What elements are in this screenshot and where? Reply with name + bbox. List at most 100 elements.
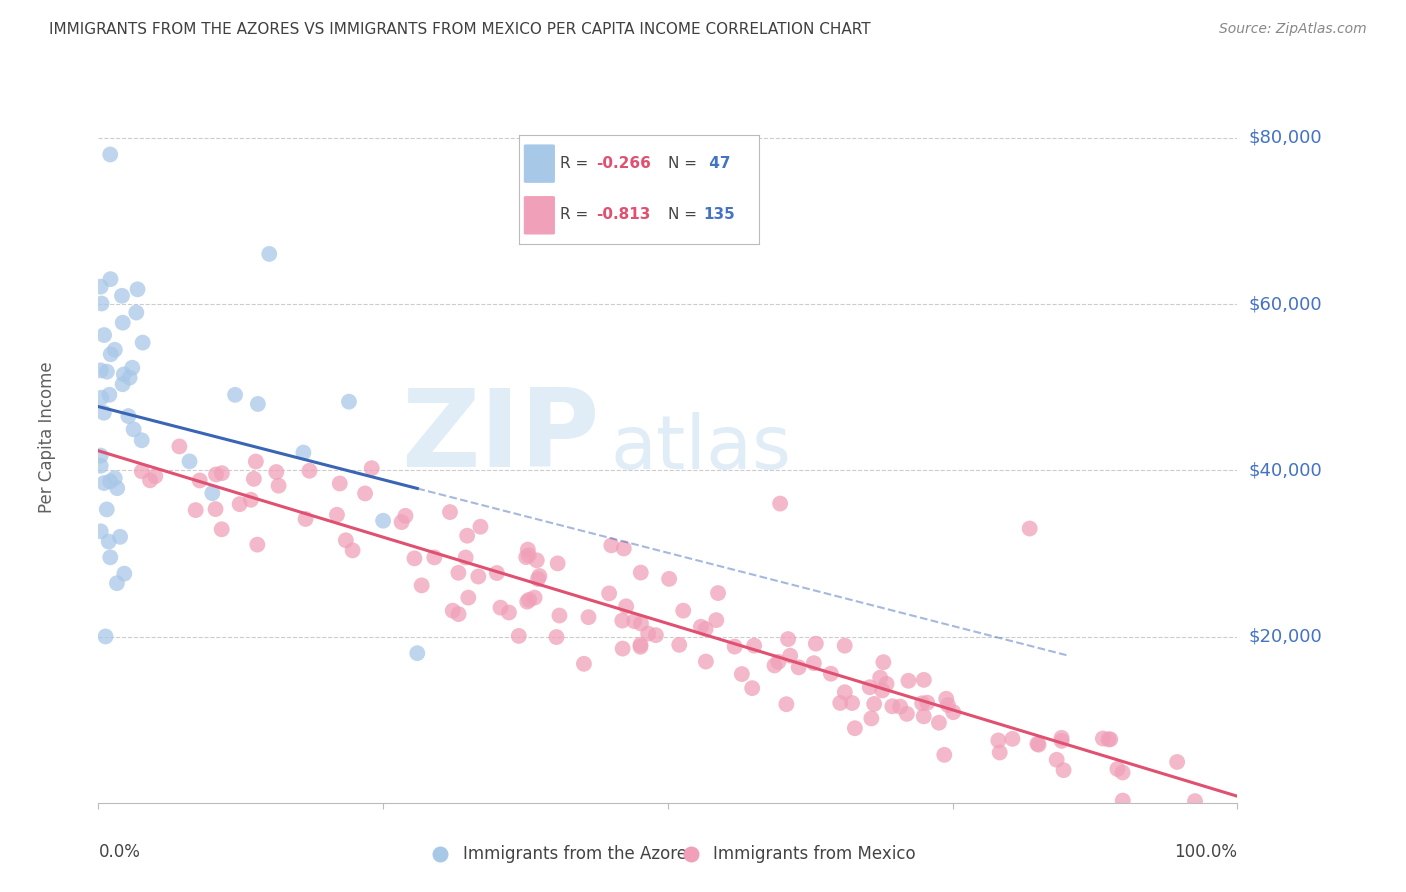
Point <box>139 473 162 487</box>
Point <box>329 476 352 491</box>
Point <box>108 530 131 544</box>
Point <box>360 461 382 475</box>
Point <box>394 508 416 523</box>
Point <box>526 553 548 567</box>
Point <box>769 497 792 511</box>
Point <box>406 646 429 660</box>
Point <box>456 529 478 543</box>
Point <box>690 620 713 634</box>
Point <box>117 409 139 423</box>
Text: N =: N = <box>668 155 702 170</box>
Point <box>515 550 537 565</box>
Point <box>1026 737 1049 751</box>
Point <box>942 705 965 719</box>
Point <box>96 365 118 379</box>
Point <box>122 422 145 436</box>
Point <box>834 685 856 699</box>
Point <box>630 638 652 652</box>
Point <box>1018 521 1040 535</box>
Point <box>354 486 377 500</box>
Point <box>934 747 956 762</box>
Point <box>1001 731 1024 746</box>
Text: Per Capita Income: Per Capita Income <box>38 361 56 513</box>
Point <box>612 641 634 656</box>
Point <box>243 472 266 486</box>
Text: 135: 135 <box>703 207 735 222</box>
Point <box>672 604 695 618</box>
Point <box>668 638 690 652</box>
Point <box>125 305 148 319</box>
Text: 100.0%: 100.0% <box>1174 843 1237 861</box>
Point <box>93 328 115 343</box>
Point <box>337 394 360 409</box>
Text: N =: N = <box>668 207 702 222</box>
Point <box>787 660 810 674</box>
FancyBboxPatch shape <box>524 145 555 183</box>
Text: 0.0%: 0.0% <box>98 843 141 861</box>
Point <box>1052 763 1074 777</box>
Point <box>742 639 765 653</box>
Point <box>259 247 281 261</box>
Point <box>169 439 191 453</box>
Point <box>872 683 894 698</box>
Point <box>97 534 120 549</box>
Point <box>391 515 413 529</box>
Point <box>429 796 451 810</box>
Text: $20,000: $20,000 <box>1249 628 1322 646</box>
Point <box>768 655 790 669</box>
Point <box>803 656 825 670</box>
Point <box>572 657 595 671</box>
Point <box>104 471 127 485</box>
Point <box>917 696 939 710</box>
Point <box>246 538 269 552</box>
Point <box>90 391 112 405</box>
Point <box>98 550 121 565</box>
Point <box>188 474 211 488</box>
Point <box>98 475 121 489</box>
FancyBboxPatch shape <box>524 196 555 235</box>
Text: $60,000: $60,000 <box>1249 295 1322 313</box>
Point <box>775 697 797 711</box>
Point <box>267 479 290 493</box>
Point <box>935 691 957 706</box>
Point <box>93 406 115 420</box>
Point <box>228 497 250 511</box>
Point <box>204 502 226 516</box>
Point <box>184 503 207 517</box>
Point <box>326 508 349 522</box>
Point <box>860 711 883 725</box>
Text: IMMIGRANTS FROM THE AZORES VS IMMIGRANTS FROM MEXICO PER CAPITA INCOME CORRELATI: IMMIGRANTS FROM THE AZORES VS IMMIGRANTS… <box>49 22 870 37</box>
Point <box>876 677 898 691</box>
Point <box>508 629 530 643</box>
Point <box>294 512 316 526</box>
Point <box>292 445 315 459</box>
Point <box>658 572 681 586</box>
Point <box>342 543 364 558</box>
Point <box>211 466 233 480</box>
Point <box>121 360 143 375</box>
Point <box>598 586 620 600</box>
Point <box>298 464 321 478</box>
Point <box>90 449 112 463</box>
Point <box>93 476 115 491</box>
Point <box>131 335 153 350</box>
Point <box>882 699 904 714</box>
Point <box>1184 794 1206 808</box>
Point <box>912 709 935 723</box>
Point <box>90 524 112 539</box>
Point <box>776 632 799 646</box>
Point <box>928 715 950 730</box>
Point <box>897 673 920 688</box>
Point <box>1028 738 1050 752</box>
Point <box>936 698 959 712</box>
Text: R =: R = <box>560 155 593 170</box>
Point <box>96 502 118 516</box>
Point <box>90 363 112 377</box>
Point <box>239 492 262 507</box>
Point <box>614 599 637 614</box>
Point <box>404 551 426 566</box>
Point <box>246 397 269 411</box>
Point <box>630 616 652 631</box>
Point <box>104 343 127 357</box>
Point <box>516 542 538 557</box>
